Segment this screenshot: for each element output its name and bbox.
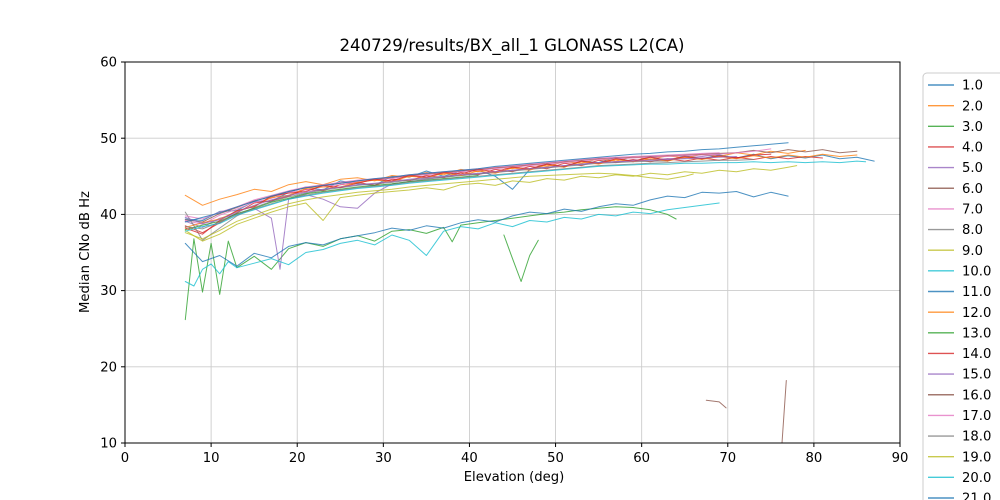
y-tick-label: 40 [100, 208, 117, 223]
series-line-11.0 [184, 191, 789, 267]
series-line-9.0 [184, 172, 694, 240]
x-tick-label: 60 [633, 451, 650, 466]
legend-item-label: 9.0 [962, 244, 983, 259]
x-tick-label: 30 [375, 451, 392, 466]
y-tick-label: 10 [100, 437, 117, 452]
legend-box [922, 72, 1000, 500]
legend-item-label: 3.0 [962, 120, 983, 135]
legend-item-label: 12.0 [962, 306, 991, 321]
x-tick-label: 10 [203, 451, 220, 466]
legend-item-label: 20.0 [962, 471, 991, 486]
legend-item-label: 17.0 [962, 409, 991, 424]
series-line-3.0 [184, 206, 677, 321]
series-line-16.0 [781, 380, 787, 444]
legend-item-label: 18.0 [962, 430, 991, 445]
series-line-10.0 [184, 202, 720, 287]
series-line-20.0 [184, 160, 867, 232]
series-line-21.0 [184, 142, 789, 223]
y-tick-label: 20 [100, 360, 117, 375]
chart-title: 240729/results/BX_all_1 GLONASS L2(CA) [339, 36, 684, 56]
series-line-19.0 [184, 165, 798, 242]
legend-item-label: 5.0 [962, 161, 983, 176]
legend-item-label: 14.0 [962, 347, 991, 362]
x-tick-label: 0 [121, 451, 129, 466]
series-line-13.0 [503, 234, 539, 282]
axes-frame [124, 61, 901, 444]
x-tick-label: 50 [547, 451, 564, 466]
legend-item-label: 19.0 [962, 450, 991, 465]
axis-ticks: 0 10 20 30 40 50 60 70 80 90 10 20 30 40 50 60 [100, 56, 908, 466]
series-line-15.0 [184, 156, 737, 224]
legend-item-label: 8.0 [962, 223, 983, 238]
x-tick-label: 40 [461, 451, 478, 466]
legend-item-label: 2.0 [962, 99, 983, 114]
x-tick-label: 70 [719, 451, 736, 466]
legend-item-label: 4.0 [962, 141, 983, 156]
x-axis-label: Elevation (deg) [464, 470, 565, 485]
x-tick-label: 80 [805, 451, 822, 466]
y-tick-label: 50 [100, 132, 117, 147]
series-line-7.0 [184, 148, 772, 225]
series-line-16.0 [705, 399, 727, 409]
series-line-13.0 [184, 175, 479, 231]
legend-item-label: 1.0 [962, 79, 983, 94]
y-tick-label: 60 [100, 56, 117, 71]
legend: 1.0 2.0 3.0 4.0 5.0 6.0 7.0 8.0 9.0 10.0 11.0 12.0 1… [922, 72, 1000, 500]
legend-item-label: 7.0 [962, 203, 983, 218]
grid-lines [124, 61, 901, 444]
series-line-14.0 [184, 153, 772, 235]
y-tick-label: 30 [100, 284, 117, 299]
plot-border [124, 61, 901, 444]
data-series [184, 142, 875, 444]
x-tick-label: 90 [892, 451, 909, 466]
x-tick-label: 20 [289, 451, 306, 466]
legend-item-label: 10.0 [962, 264, 991, 279]
legend-item-label: 11.0 [962, 285, 991, 300]
y-axis-label: Median CNo dB Hz [78, 191, 93, 313]
series-line-17.0 [184, 152, 720, 220]
legend-item-label: 21.0 [962, 492, 991, 500]
legend-item-label: 15.0 [962, 368, 991, 383]
legend-item-label: 6.0 [962, 182, 983, 197]
legend-item-label: 13.0 [962, 326, 991, 341]
legend-item-label: 16.0 [962, 388, 991, 403]
